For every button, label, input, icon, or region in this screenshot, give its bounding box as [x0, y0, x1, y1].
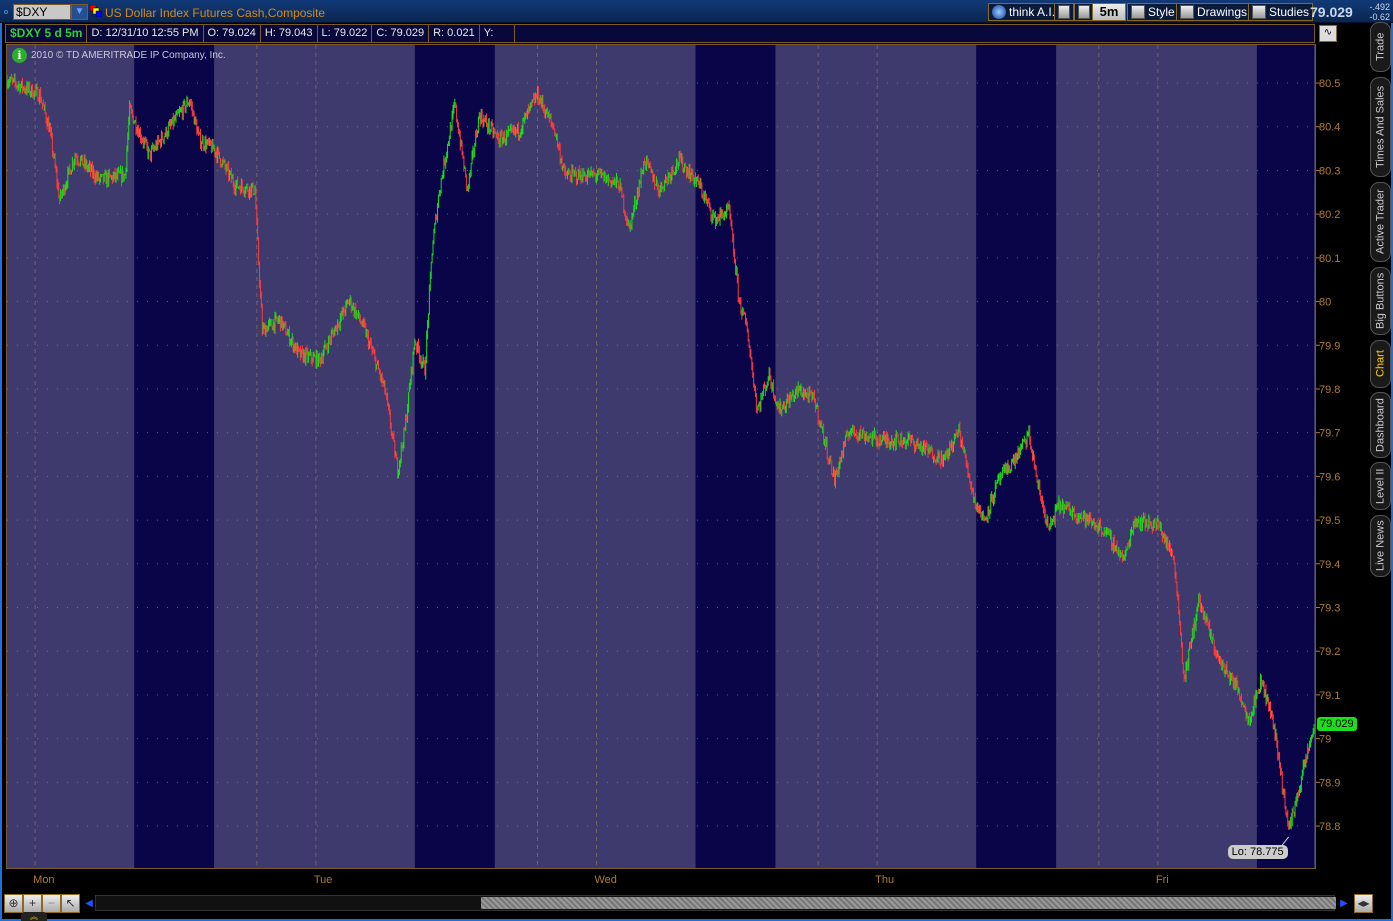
- chevron-down-icon: ▼: [74, 6, 85, 17]
- y-tick-label: 80.4: [1319, 122, 1340, 134]
- studies-button[interactable]: Studies: [1248, 3, 1314, 21]
- zoom-out-button[interactable]: −: [42, 893, 61, 913]
- cursor-arrow-icon: ↖: [65, 895, 76, 910]
- scroll-left-button[interactable]: ◀: [85, 897, 93, 909]
- think-ai-label: think A.I.: [1009, 5, 1056, 19]
- tab-big-buttons[interactable]: Big Buttons: [1370, 267, 1391, 335]
- x-tick-label: Thu: [875, 874, 894, 886]
- y-tick-label: 80: [1319, 297, 1331, 309]
- tab-times-and-sales[interactable]: Times And Sales: [1370, 77, 1391, 177]
- expand-panel-tab[interactable]: ︽: [21, 912, 47, 921]
- x-tick-label: Wed: [595, 874, 617, 886]
- crosshair-button[interactable]: ⊕: [4, 893, 23, 913]
- copyright-text: 2010 © TD AMERITRADE IP Company, Inc.: [31, 50, 226, 61]
- y-tick-label: 79.7: [1319, 428, 1340, 440]
- bar-low: L: 79.022: [318, 25, 373, 42]
- y-tick-label: 78.8: [1319, 821, 1340, 833]
- style-label: Style: [1148, 5, 1175, 19]
- y-tick-label: 80.2: [1319, 209, 1340, 221]
- tab-chart[interactable]: Chart: [1370, 340, 1391, 388]
- bar-y: Y:: [480, 25, 515, 42]
- overnight-session-band: [1256, 45, 1315, 868]
- price-chart[interactable]: 78.8 78.9 79 79.1 79.2 79.3 79.4 79.5 79.6 79.7 79…: [0, 0, 1368, 892]
- overnight-session-band: [134, 45, 215, 868]
- y-tick-label: 79.9: [1319, 340, 1340, 352]
- y-tick-label: 79.3: [1319, 603, 1340, 615]
- y-tick-label: 80.5: [1319, 78, 1340, 90]
- symbol-description: US Dollar Index Futures Cash,Composite: [105, 6, 326, 20]
- tab-level-ii[interactable]: Level II: [1370, 462, 1391, 510]
- tab-dashboard[interactable]: Dashboard: [1370, 392, 1391, 458]
- y-tick-label: 79.4: [1319, 559, 1340, 571]
- studies-icon: [1252, 5, 1266, 19]
- y-tick-label: 79.6: [1319, 471, 1340, 483]
- time-scrollbar[interactable]: [95, 895, 1336, 911]
- thinkai-globe-icon: [992, 5, 1006, 19]
- scroll-right-button[interactable]: ▶: [1340, 897, 1348, 909]
- overnight-session-band: [414, 45, 495, 868]
- pencil-icon: [1180, 5, 1194, 19]
- bar-date: D: 12/31/10 12:55 PM: [87, 25, 204, 42]
- tab-live-news[interactable]: Live News: [1370, 515, 1391, 577]
- x-tick-label: Fri: [1156, 874, 1169, 886]
- last-price: 79.029: [1310, 4, 1353, 20]
- bar-high: H: 79.043: [261, 25, 318, 42]
- chart-wave-icon: ∿: [1323, 27, 1333, 38]
- bar-open: O: 79.024: [204, 25, 261, 42]
- chart-mode-button[interactable]: ∿: [1319, 25, 1337, 42]
- zoom-in-icon: +: [28, 895, 36, 910]
- drawing-tools-button[interactable]: [1054, 3, 1074, 21]
- timeframe-button[interactable]: 5m: [1092, 3, 1126, 21]
- style-chart-icon: [1131, 5, 1145, 19]
- last-price-label: 79.029: [1317, 716, 1357, 731]
- bar-close: C: 79.029: [372, 25, 430, 42]
- zoom-out-icon: −: [47, 895, 55, 910]
- y-tick-label: 79.1: [1319, 690, 1340, 702]
- chart-bottom-toolbar: ⊕ + − ↖ ◀ ▶ ◂▸: [4, 893, 1389, 913]
- overnight-session-band: [695, 45, 776, 868]
- symbol-dropdown-button[interactable]: ▼: [71, 4, 88, 20]
- zoom-in-button[interactable]: +: [23, 893, 42, 913]
- side-tabs: Trade Times And Sales Active Trader Big But…: [1368, 22, 1392, 582]
- tab-active-trader[interactable]: Active Trader: [1370, 182, 1391, 262]
- pointer-button[interactable]: ↖: [61, 893, 80, 913]
- y-tick-label: 80.3: [1319, 165, 1340, 177]
- scrollbar-thumb[interactable]: [481, 897, 1336, 909]
- tab-trade[interactable]: Trade: [1370, 22, 1391, 72]
- studies-label: Studies: [1269, 5, 1310, 19]
- wrench-icon: [1078, 5, 1090, 19]
- chart-info-bar: $DXY 5 d 5m D: 12/31/10 12:55 PM O: 79.0…: [5, 24, 1315, 43]
- candles: [6, 72, 1315, 830]
- link-dot-icon[interactable]: [4, 10, 8, 14]
- double-chevron-up-icon: ︽: [30, 912, 38, 921]
- x-tick-label: Tue: [314, 874, 333, 886]
- expand-horizontal-icon: ◂▸: [1357, 895, 1370, 910]
- y-tick-label: 79.5: [1319, 515, 1340, 527]
- y-tick-label: 80.1: [1319, 253, 1340, 265]
- expand-time-button[interactable]: ◂▸: [1354, 893, 1373, 913]
- bar-range: R: 0.021: [429, 25, 480, 42]
- drawing-tools-icon: [1058, 5, 1070, 19]
- copyright-notice: i 2010 © TD AMERITRADE IP Company, Inc.: [12, 48, 226, 63]
- symbol-input[interactable]: $DXY: [13, 4, 71, 20]
- plot-area-border: [6, 44, 1316, 869]
- think-ai-button[interactable]: think A.I.: [988, 3, 1060, 21]
- y-tick-label: 79.8: [1319, 384, 1340, 396]
- chart-header: $DXY ▼ US Dollar Index Futures Cash,Comp…: [0, 0, 1393, 32]
- y-tick-label: 78.9: [1319, 777, 1340, 789]
- chart-title: $DXY 5 d 5m: [6, 25, 88, 42]
- low-price-label: Lo: 78.775: [1227, 844, 1288, 859]
- symbol-color-squares-icon: [90, 5, 102, 17]
- crosshair-icon: ⊕: [8, 895, 19, 910]
- drawings-label: Drawings: [1197, 5, 1248, 19]
- style-button[interactable]: Style: [1127, 3, 1179, 21]
- y-tick-label: 79.2: [1319, 646, 1340, 658]
- y-tick-label: 79: [1319, 734, 1331, 746]
- info-icon[interactable]: i: [12, 48, 27, 63]
- x-tick-label: Mon: [33, 874, 54, 886]
- net-change: -.492: [1369, 2, 1390, 12]
